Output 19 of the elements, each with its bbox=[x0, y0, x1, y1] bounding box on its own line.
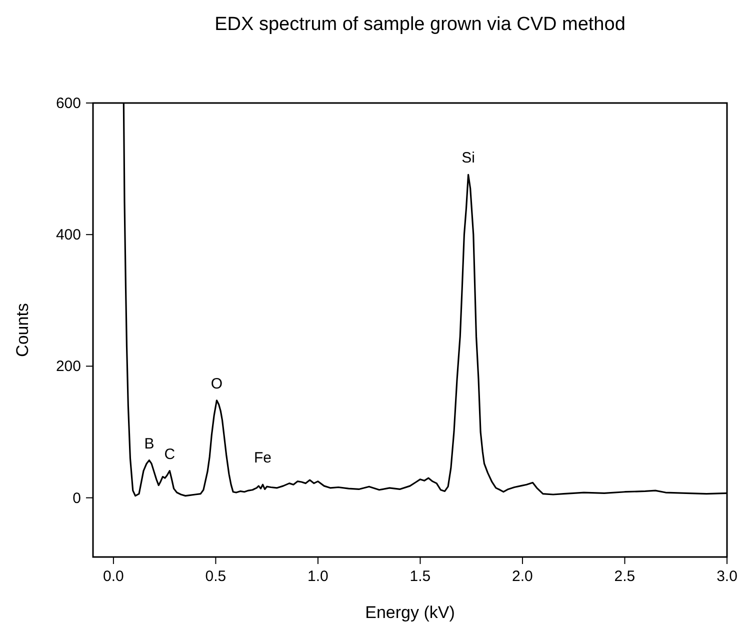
y-tick-label: 400 bbox=[56, 226, 81, 244]
x-tick-label: 2.5 bbox=[614, 568, 636, 585]
annotation: B bbox=[144, 435, 154, 452]
x-tick-label: 0.5 bbox=[205, 568, 226, 585]
y-tick-label: 0 bbox=[72, 490, 81, 507]
x-tick-label: 3.0 bbox=[716, 568, 738, 585]
y-tick-label: 200 bbox=[56, 358, 81, 376]
annotation: O bbox=[210, 375, 223, 392]
x-axis-title: Energy (kV) bbox=[365, 603, 455, 622]
y-tick-label: 600 bbox=[56, 95, 81, 112]
chart-title: EDX spectrum of sample grown via CVD method bbox=[214, 14, 626, 35]
annotation: C bbox=[164, 446, 176, 463]
x-tick-label: 2.0 bbox=[512, 568, 533, 585]
x-tick-label: 0.0 bbox=[103, 568, 124, 585]
annotation: Fe bbox=[254, 450, 272, 467]
y-axis-title: Counts bbox=[13, 303, 32, 357]
annotation: Si bbox=[462, 150, 475, 167]
x-tick-label: 1.0 bbox=[308, 568, 328, 585]
x-tick-label: 1.5 bbox=[410, 568, 431, 585]
